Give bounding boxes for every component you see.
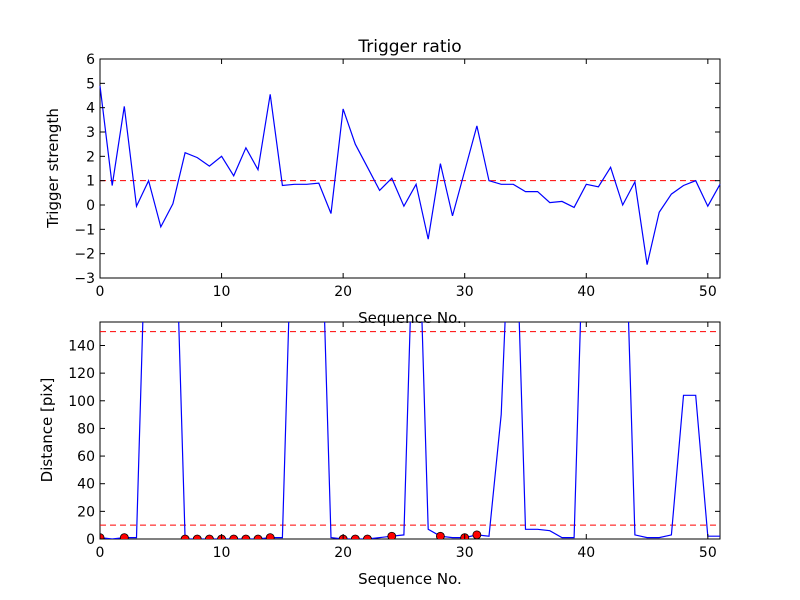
y-tick-label: 0 (86, 198, 95, 214)
data-point (241, 534, 251, 539)
x-tick-label: 40 (577, 284, 595, 300)
data-point (253, 534, 263, 539)
y-tick-label: 40 (77, 477, 95, 493)
y-tick-label: 80 (77, 421, 95, 437)
y-ticks: 0 20 40 60 80 100 120 140 (68, 338, 720, 548)
data-point (100, 533, 105, 539)
y-tick-label: −1 (74, 222, 95, 238)
y-tick-label: −2 (74, 247, 95, 263)
y-tick-label: 6 (86, 52, 95, 68)
data-point (205, 534, 214, 539)
y-axis-label: Trigger strength (44, 108, 62, 229)
data-point (435, 531, 445, 539)
y-tick-label: 4 (86, 101, 95, 117)
series-group (100, 322, 720, 539)
chart-distance: 0 10 20 30 40 50 0 20 40 60 80 100 120 140 Sequence … (38, 321, 721, 588)
x-tick-label: 0 (96, 545, 105, 561)
x-tick-label: 50 (699, 545, 717, 561)
chart-title: Trigger ratio (357, 37, 461, 57)
y-tick-label: 20 (77, 504, 95, 520)
y-tick-label: 2 (86, 149, 95, 165)
x-ticks: 0 10 20 30 40 50 (96, 59, 717, 300)
y-tick-label: 60 (77, 449, 95, 465)
plot-frame (99, 58, 721, 279)
y-ticks: −3 −2 −1 0 1 2 3 4 5 6 (74, 52, 720, 287)
data-point (363, 534, 372, 539)
x-tick-label: 0 (96, 284, 105, 300)
x-tick-label: 20 (334, 284, 352, 300)
x-tick-label: 30 (456, 545, 474, 561)
x-tick-label: 10 (213, 284, 231, 300)
data-point (472, 530, 482, 539)
data-point (387, 531, 397, 539)
data-point (192, 534, 202, 539)
y-tick-label: −3 (74, 271, 95, 287)
x-tick-label: 20 (334, 545, 352, 561)
y-tick-label: 100 (68, 394, 95, 410)
data-point (265, 533, 275, 539)
y-tick-label: 140 (68, 338, 95, 354)
data-point (180, 534, 190, 539)
y-tick-label: 1 (86, 174, 95, 190)
data-point (229, 534, 239, 539)
chart-trigger-ratio: Trigger ratio 0 10 20 30 40 50 −3−2−10123456 … (44, 37, 721, 327)
x-tick-label: 40 (577, 545, 595, 561)
x-tick-label: 10 (213, 545, 231, 561)
x-ticks: 0 10 20 30 40 50 (96, 322, 717, 561)
series-line (100, 322, 720, 539)
y-axis-label: Distance [pix] (38, 378, 56, 483)
x-tick-label: 30 (456, 284, 474, 300)
x-tick-label: 50 (699, 284, 717, 300)
y-tick-label: 0 (86, 532, 95, 548)
y-tick-label: 5 (86, 76, 95, 92)
series-group (99, 85, 721, 265)
data-point (350, 534, 360, 539)
series-line (99, 85, 721, 265)
x-axis-label: Sequence No. (358, 570, 462, 588)
y-tick-label: 3 (86, 125, 95, 141)
y-tick-label: 120 (68, 366, 95, 382)
data-point (119, 533, 129, 539)
